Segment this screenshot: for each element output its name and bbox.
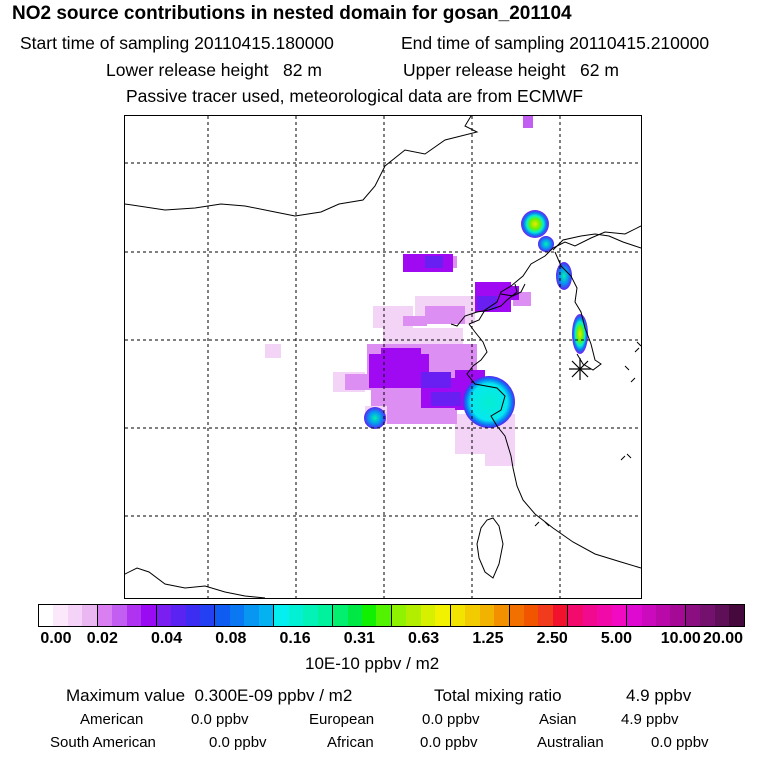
start-time-label: Start time of sampling 20110415.180000 [20, 33, 334, 53]
australian-label: Australian [537, 734, 604, 751]
color-scale-swatch [685, 605, 701, 626]
color-scale-swatch [552, 605, 569, 626]
color-scale-units: 10E-10 ppbv / m2 [305, 654, 440, 673]
color-scale-tick-label: 0.02 [86, 630, 118, 647]
color-scale-tick-label: 20.00 [702, 630, 744, 647]
color-scale-swatch [523, 605, 539, 626]
color-scale-tick-label: 1.25 [472, 630, 504, 647]
color-scale-swatch [656, 605, 671, 626]
graticule [125, 116, 641, 598]
color-scale-swatch [126, 605, 142, 626]
color-scale-swatch [465, 605, 480, 626]
color-scale-swatch [258, 605, 275, 626]
color-scale-swatch [509, 605, 524, 626]
color-scale-swatch [347, 605, 362, 626]
color-scale-tick-label: 0.16 [279, 630, 311, 647]
map-panel [124, 115, 642, 599]
receptor-asterisk-icon [569, 358, 591, 380]
map-canvas [125, 116, 641, 598]
south-american-label: South American [50, 734, 156, 751]
end-time-label: End time of sampling 20110415.210000 [401, 33, 710, 53]
color-scale-bar [38, 604, 745, 627]
total-mixing-label: Total mixing ratio [434, 686, 562, 705]
australian-value: 0.0 ppbv [651, 734, 709, 751]
color-scale-swatch [185, 605, 200, 626]
color-scale-swatch [97, 605, 113, 626]
color-scale-swatch [700, 605, 715, 626]
color-scale-swatch [39, 605, 54, 626]
color-scale-swatch [199, 605, 216, 626]
color-scale-swatch [156, 605, 172, 626]
color-scale-swatch [274, 605, 289, 626]
color-scale-tick-label: 5.00 [600, 630, 633, 647]
plot-title: NO2 source contributions in nested domai… [12, 3, 572, 24]
color-scale-swatch [317, 605, 334, 626]
color-scale-swatch [141, 605, 157, 626]
color-scale-swatch [244, 605, 259, 626]
european-label: European [309, 711, 375, 728]
color-scale-swatch [82, 605, 98, 626]
color-scale-tick-label: 10.00 [660, 630, 701, 647]
color-scale-swatch [568, 605, 583, 626]
color-scale-tick-label: 0.00 [40, 630, 72, 647]
color-scale-swatch [376, 605, 392, 626]
coastlines [125, 116, 641, 598]
color-scale-swatch [406, 605, 421, 626]
color-scale-swatch [171, 605, 186, 626]
color-scale-swatch [361, 605, 377, 626]
lower-release-height-label: Lower release height 82 m [106, 60, 322, 80]
south-american-value: 0.0 ppbv [209, 734, 267, 751]
color-scale-swatch [67, 605, 83, 626]
african-label: African [327, 734, 374, 751]
color-scale-tick-label: 0.04 [150, 630, 183, 647]
color-scale-tick-label: 0.08 [215, 630, 247, 647]
color-scale-swatch [714, 605, 730, 626]
color-scale-swatch [538, 605, 553, 626]
color-scale-swatch [494, 605, 510, 626]
color-scale-tick-label: 0.31 [343, 630, 375, 647]
color-scale-swatch [333, 605, 348, 626]
color-scale-swatch [303, 605, 318, 626]
plume-violet [421, 256, 497, 406]
color-scale-swatch [729, 605, 744, 626]
color-scale-swatch [627, 605, 642, 626]
color-scale-swatch [641, 605, 657, 626]
total-mixing-value: 4.9 ppbv [626, 686, 692, 705]
color-scale-tick-label: 0.63 [408, 630, 440, 647]
american-label: American [80, 711, 144, 728]
max-value-label: Maximum value 0.300E-09 ppbv / m2 [66, 686, 353, 705]
color-scale-swatch [670, 605, 686, 626]
european-value: 0.0 ppbv [422, 711, 480, 728]
color-scale-swatch [215, 605, 230, 626]
color-scale-swatch [229, 605, 245, 626]
african-value: 0.0 ppbv [420, 734, 478, 751]
color-scale-swatch [597, 605, 612, 626]
color-scale-swatch [420, 605, 436, 626]
color-scale-swatch [611, 605, 628, 626]
color-scale-swatch [582, 605, 598, 626]
color-scale-swatch [53, 605, 68, 626]
asian-value: 4.9 ppbv [621, 711, 679, 728]
asian-label: Asian [539, 711, 577, 728]
color-scale-swatch [479, 605, 495, 626]
color-scale-swatch [288, 605, 304, 626]
color-scale-swatch [112, 605, 127, 626]
color-scale-tick-label: 2.50 [536, 630, 568, 647]
upper-release-height-label: Upper release height 62 m [403, 60, 619, 80]
color-scale-swatch [435, 605, 451, 626]
american-value: 0.0 ppbv [191, 711, 249, 728]
color-scale-swatch [450, 605, 466, 626]
tracer-note: Passive tracer used, meteorological data… [126, 86, 584, 106]
color-scale-swatch [391, 605, 407, 626]
